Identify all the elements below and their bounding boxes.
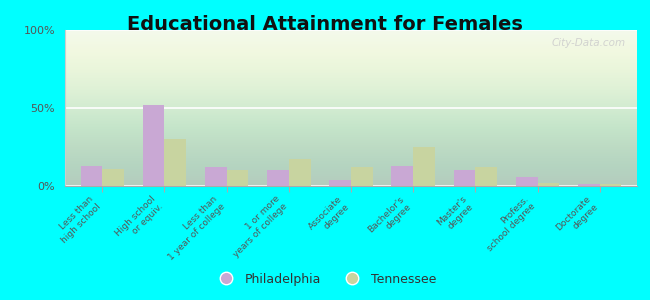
Text: Less than
1 year of college: Less than 1 year of college [159,194,227,262]
Text: Doctorate
degree: Doctorate degree [554,194,600,240]
Bar [102,169,124,186]
Bar [578,184,600,186]
Text: Educational Attainment for Females: Educational Attainment for Females [127,15,523,34]
Bar [351,167,372,186]
Text: City-Data.com: City-Data.com [551,38,625,48]
Text: Less than
high school: Less than high school [52,194,102,244]
Bar [475,167,497,186]
Text: Profess.
school degree: Profess. school degree [479,194,538,253]
Bar [538,183,559,186]
Text: High school
or equiv.: High school or equiv. [114,194,164,245]
Bar [515,177,538,186]
Bar [143,105,164,186]
Text: Bachelor's
degree: Bachelor's degree [366,194,413,241]
Bar [205,167,227,186]
Bar [267,170,289,186]
Bar [454,170,475,186]
Bar [289,160,311,186]
Text: 1 or more
years of college: 1 or more years of college [224,194,289,259]
Bar [164,139,187,186]
Bar [227,170,248,186]
Bar [391,166,413,186]
Text: Master's
degree: Master's degree [435,194,475,235]
Legend: Philadelphia, Tennessee: Philadelphia, Tennessee [209,268,441,291]
Bar [413,147,435,186]
Bar [600,184,621,186]
Bar [330,180,351,186]
Bar [81,166,102,186]
Text: Associate
degree: Associate degree [307,194,351,238]
